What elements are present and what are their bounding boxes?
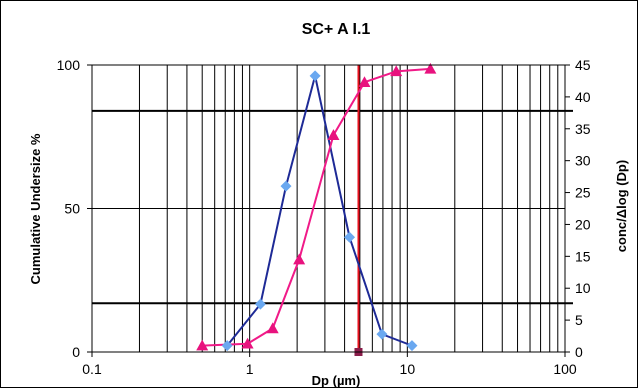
data-point-triangle [241, 337, 254, 349]
y-axis-left-title: Cumulative Undersize % [28, 133, 43, 284]
x-tick-label: 10 [400, 361, 416, 377]
x-tick-label: 100 [553, 361, 577, 377]
y-right-tick-label: 25 [575, 185, 591, 201]
data-point-triangle [358, 76, 371, 88]
series-line-2 [202, 67, 431, 347]
y-left-tick-label: 0 [72, 344, 80, 360]
x-tick-label: 0.1 [82, 361, 102, 377]
y-right-tick-label: 10 [575, 280, 591, 296]
y-right-tick-label: 35 [575, 121, 591, 137]
y-right-tick-label: 0 [575, 344, 583, 360]
y-right-tick-label: 45 [575, 57, 591, 73]
x-axis-title: Dp (µm) [312, 373, 361, 387]
y-right-tick-label: 30 [575, 153, 591, 169]
data-point-diamond [309, 70, 321, 82]
data-point-diamond [254, 298, 266, 310]
data-point-diamond [344, 231, 356, 243]
data-point-triangle [424, 62, 437, 74]
x-tick-label: 1 [246, 361, 254, 377]
y-right-tick-label: 20 [575, 216, 591, 232]
plot-area-border [91, 64, 566, 353]
plot-grid [92, 65, 565, 352]
data-point-triangle [266, 322, 279, 334]
data-point-diamond [280, 180, 292, 192]
series-markers [196, 62, 437, 356]
data-point-triangle [293, 253, 306, 265]
y-left-tick-label: 100 [57, 57, 81, 73]
data-point-triangle [327, 129, 340, 140]
data-point-triangle [390, 65, 403, 77]
data-point-diamond [376, 328, 388, 340]
chart-title: SC+ A I.1 [302, 21, 371, 38]
data-point-diamond [221, 340, 233, 352]
data-point-diamond [406, 340, 418, 352]
y-left-tick-label: 50 [64, 201, 80, 217]
y-right-tick-label: 40 [575, 89, 591, 105]
series-line-1 [226, 75, 413, 347]
reference-lines [92, 65, 573, 352]
data-point-triangle [196, 339, 209, 351]
y-right-tick-label: 5 [575, 312, 583, 328]
y-right-tick-label: 15 [575, 248, 591, 264]
y-axis-right-title: conc/Δlog (Dp) [614, 160, 629, 252]
